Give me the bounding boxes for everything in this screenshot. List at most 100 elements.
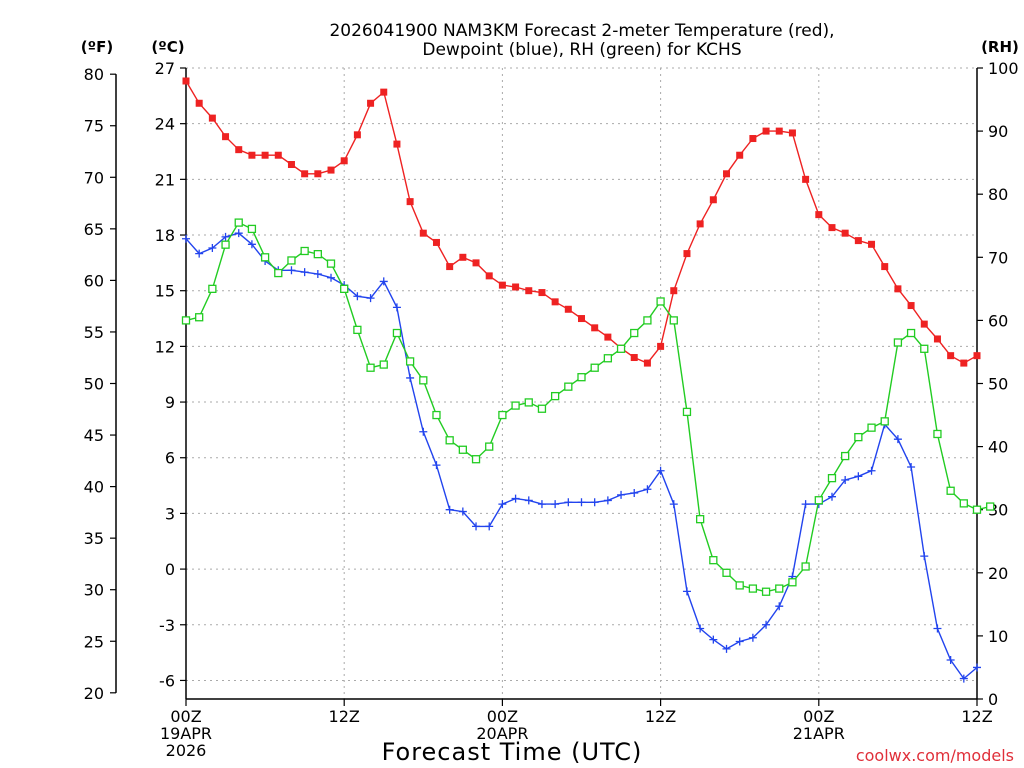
- rh-point: [208, 284, 217, 294]
- temperature-point: [802, 175, 810, 183]
- dewpoint-point: [841, 476, 850, 485]
- tick-label-rh: 50: [988, 375, 1008, 394]
- temperature-point: [775, 127, 783, 135]
- dewpoint-point: [827, 492, 836, 501]
- rh-point: [630, 328, 639, 338]
- rh-point: [550, 391, 560, 401]
- dewpoint-point: [920, 552, 929, 561]
- dewpoint-point: [379, 277, 388, 286]
- dewpoint-point: [959, 674, 968, 683]
- dewpoint-point: [195, 249, 204, 258]
- tick-label-fahrenheit: 75: [84, 117, 104, 136]
- temperature-point: [380, 88, 388, 96]
- temperature-point: [696, 220, 704, 228]
- temperature-point: [604, 333, 612, 341]
- tick-label-fahrenheit: 30: [84, 581, 104, 600]
- rh-point: [577, 373, 586, 382]
- temperature-point: [723, 170, 731, 178]
- tick-label-fahrenheit: 80: [84, 65, 104, 84]
- tick-label-celsius: 18: [155, 226, 175, 245]
- tick-label-fahrenheit: 35: [84, 529, 104, 548]
- tick-label-rh: 60: [988, 311, 1008, 330]
- temperature-point: [578, 315, 585, 323]
- tick-label-rh: 90: [988, 122, 1008, 141]
- dewpoint-point: [234, 229, 243, 238]
- rh-point: [959, 499, 968, 508]
- rh-point: [696, 515, 705, 524]
- temperature-point: [960, 359, 968, 367]
- tick-label-rh: 20: [988, 564, 1008, 583]
- tick-label-celsius: 27: [155, 59, 175, 78]
- dewpoint-point: [973, 663, 981, 672]
- unit-label-celsius: (ºC): [151, 38, 184, 56]
- dewpoint-point: [775, 602, 784, 611]
- series-temperature: [182, 77, 981, 367]
- dewpoint-point: [643, 485, 652, 494]
- temperature-point: [406, 198, 414, 206]
- series-dewpoint: [182, 229, 981, 683]
- rh-point: [801, 562, 810, 571]
- dewpoint-point: [630, 488, 639, 497]
- tick-label-fahrenheit: 50: [84, 375, 104, 394]
- tick-label-fahrenheit: 40: [84, 478, 104, 497]
- dewpoint-point: [682, 587, 691, 596]
- dewpoint-point: [445, 505, 454, 514]
- temperature-point: [208, 114, 216, 122]
- tick-label-time: 21APR: [793, 724, 845, 743]
- rh-point: [920, 344, 929, 353]
- tick-label-time: 00Z: [170, 707, 201, 726]
- temperature-point: [327, 166, 335, 174]
- rh-point: [867, 423, 876, 432]
- temperature-point: [920, 320, 928, 328]
- rh-point: [458, 445, 468, 454]
- tick-label-time: 00Z: [487, 707, 518, 726]
- temperature-point: [498, 281, 506, 289]
- dewpoint-point: [748, 633, 757, 642]
- temperature-point: [894, 285, 902, 293]
- rh-point: [379, 360, 388, 369]
- tick-label-fahrenheit: 70: [84, 168, 104, 187]
- chart-title-line-1: 2026041900 NAM3KM Forecast 2-meter Tempe…: [329, 21, 834, 41]
- rh-point: [986, 502, 995, 511]
- temperature-point: [854, 237, 862, 245]
- tick-label-rh: 80: [988, 185, 1008, 204]
- temperature-point: [274, 151, 282, 159]
- rh-point: [564, 382, 573, 391]
- temperature-point: [432, 238, 440, 246]
- temperature-point: [907, 302, 915, 310]
- tick-label-time: 12Z: [645, 707, 676, 726]
- dewpoint-point: [313, 270, 322, 279]
- tick-label-time: 12Z: [329, 707, 360, 726]
- temperature-point: [287, 161, 295, 169]
- dewpoint-point: [353, 292, 362, 301]
- dewpoint-point: [656, 466, 665, 475]
- rh-point: [761, 587, 771, 596]
- dewpoint-point: [511, 494, 520, 503]
- credit-link[interactable]: coolwx.com/models: [856, 746, 1014, 765]
- rh-point: [906, 328, 916, 338]
- rh-point: [682, 407, 692, 417]
- dewpoint-point: [432, 461, 441, 470]
- temperature-point: [881, 263, 889, 271]
- dewpoint-point: [524, 496, 533, 505]
- dewpoint-point: [564, 498, 573, 507]
- temperature-point: [459, 253, 467, 261]
- rh-point: [814, 496, 823, 505]
- temperature-point: [353, 131, 361, 139]
- rh-point: [893, 338, 903, 347]
- tick-label-time: 2026: [166, 741, 207, 760]
- tick-label-celsius: 9: [165, 393, 175, 412]
- dewpoint-point: [762, 620, 771, 629]
- rh-point: [656, 297, 665, 306]
- dewpoint-point: [392, 303, 401, 312]
- dewpoint-point: [182, 234, 190, 243]
- dewpoint-point: [669, 500, 678, 509]
- temperature-point: [393, 140, 401, 148]
- temperature-point: [933, 335, 941, 343]
- dewpoint-point: [709, 635, 718, 644]
- temperature-point: [643, 359, 651, 367]
- temperature-point: [222, 133, 230, 141]
- rh-point: [221, 240, 230, 249]
- temperature-point: [670, 287, 678, 295]
